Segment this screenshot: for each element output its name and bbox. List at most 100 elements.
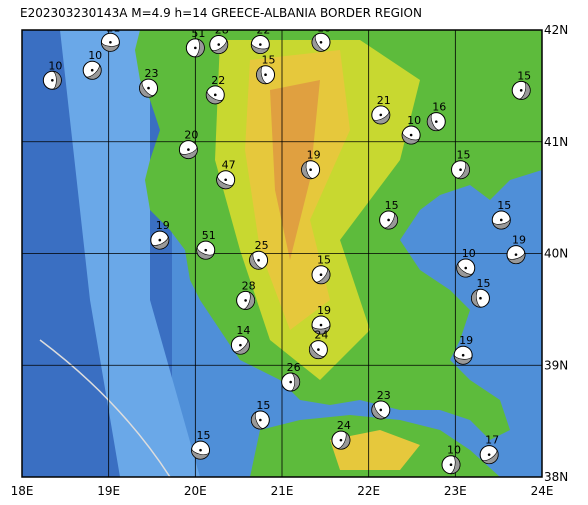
depth-label: 19 — [307, 149, 321, 162]
beachball-lune — [481, 449, 499, 464]
focal-mechanism — [470, 288, 490, 308]
focal-mechanism — [82, 60, 102, 80]
focal-mechanism — [506, 245, 526, 265]
beachball-center — [239, 343, 242, 347]
focal-mechanism — [371, 400, 391, 420]
beachball-center — [459, 168, 462, 171]
depth-label: 26 — [287, 361, 301, 374]
beachball-center — [289, 380, 292, 384]
focal-mechanism — [453, 345, 473, 365]
focal-mechanism — [216, 170, 236, 190]
beachball-lune — [453, 354, 473, 365]
beachball-center — [199, 448, 202, 452]
beachball-center — [487, 453, 491, 456]
events: 10 10 21 23 51 28 22 18 15 21 10 16 15 20 47 19 15 15 10 15… — [42, 21, 531, 475]
focal-mechanism — [250, 35, 270, 55]
beachball-lune — [309, 343, 326, 359]
focal-mechanism — [441, 455, 461, 475]
focal-mechanism — [479, 445, 499, 465]
beachball-center — [464, 266, 468, 270]
beachball-lune — [101, 41, 120, 52]
beachball-center — [317, 348, 320, 351]
depth-label: 14 — [236, 324, 250, 337]
focal-mechanism — [308, 340, 328, 360]
focal-mechanism — [196, 240, 216, 260]
focal-mechanism — [456, 258, 476, 278]
focal-mechanism — [185, 38, 205, 58]
beachball-lune — [205, 90, 224, 105]
focal-mechanism — [371, 105, 391, 125]
beachball-center — [264, 73, 267, 76]
focal-mechanism — [249, 250, 269, 270]
beachball-center — [319, 40, 323, 44]
focal-mechanism — [230, 335, 250, 355]
beachball-center — [309, 168, 312, 171]
beachball-center — [244, 299, 247, 302]
focal-mechanism — [139, 78, 159, 98]
depth-label: 23 — [145, 67, 159, 80]
focal-mechanism — [178, 140, 198, 160]
depth-label: 21 — [106, 21, 120, 34]
y-tick-label: 38N — [544, 470, 568, 484]
depth-label: 22 — [256, 24, 270, 37]
y-tick-label: 41N — [544, 135, 568, 149]
depth-label: 15 — [256, 399, 270, 412]
x-tick-label: 22E — [357, 484, 380, 498]
depth-label: 20 — [184, 129, 198, 142]
beachball-center — [204, 248, 208, 252]
beachball-center — [217, 43, 221, 46]
beachball-lune — [151, 236, 170, 250]
depth-label: 18 — [317, 21, 331, 34]
beachball-center — [339, 438, 343, 442]
beachball-center — [461, 353, 465, 357]
depth-label: 47 — [222, 159, 236, 172]
depth-label: 16 — [432, 101, 446, 114]
beachball-center — [194, 46, 197, 50]
beachball-center — [387, 218, 390, 222]
depth-label: 17 — [485, 434, 499, 447]
beachball-lune — [251, 42, 270, 54]
beachball-center — [259, 43, 262, 46]
x-tick-label: 19E — [97, 484, 120, 498]
focal-mechanism — [205, 85, 225, 105]
focal-mechanism — [191, 440, 211, 460]
beachball-lune — [52, 70, 62, 90]
depth-label: 28 — [242, 279, 256, 292]
beachball-lune — [492, 218, 511, 230]
depth-label: 10 — [48, 59, 62, 72]
depth-label: 24 — [337, 419, 351, 432]
beachball-lune — [337, 431, 351, 450]
depth-label: 22 — [211, 74, 225, 87]
beachball-lune — [311, 34, 326, 52]
focal-mechanism — [150, 230, 170, 250]
beachball-center — [434, 120, 438, 123]
depth-label: 15 — [262, 54, 276, 67]
y-tick-label: 40N — [544, 247, 568, 261]
focal-mechanism — [311, 32, 331, 52]
x-tick-label: 20E — [184, 484, 207, 498]
focal-mechanism — [511, 80, 531, 100]
depth-label: 10 — [88, 49, 102, 62]
focal-mechanism — [236, 290, 256, 310]
beachball-center — [379, 408, 383, 412]
beachball-lune — [256, 65, 268, 84]
beachball-center — [90, 68, 94, 72]
focal-mechanism — [281, 372, 301, 392]
beachball-center — [147, 86, 150, 90]
beachball-center — [479, 296, 482, 300]
depth-label: 15 — [317, 254, 331, 267]
depth-label: 24 — [314, 329, 328, 342]
beachball-center — [319, 273, 323, 277]
depth-label: 51 — [202, 229, 216, 242]
focal-mechanism — [451, 160, 471, 180]
beachball-center — [257, 258, 260, 262]
focal-mechanism — [491, 210, 511, 230]
focal-mechanism — [331, 430, 351, 450]
depth-label: 19 — [459, 334, 473, 347]
beachball-center — [51, 78, 54, 82]
y-tick-label: 39N — [544, 358, 568, 372]
beachball-center — [109, 40, 112, 44]
depth-label: 23 — [377, 389, 391, 402]
focal-mechanism — [379, 210, 399, 230]
